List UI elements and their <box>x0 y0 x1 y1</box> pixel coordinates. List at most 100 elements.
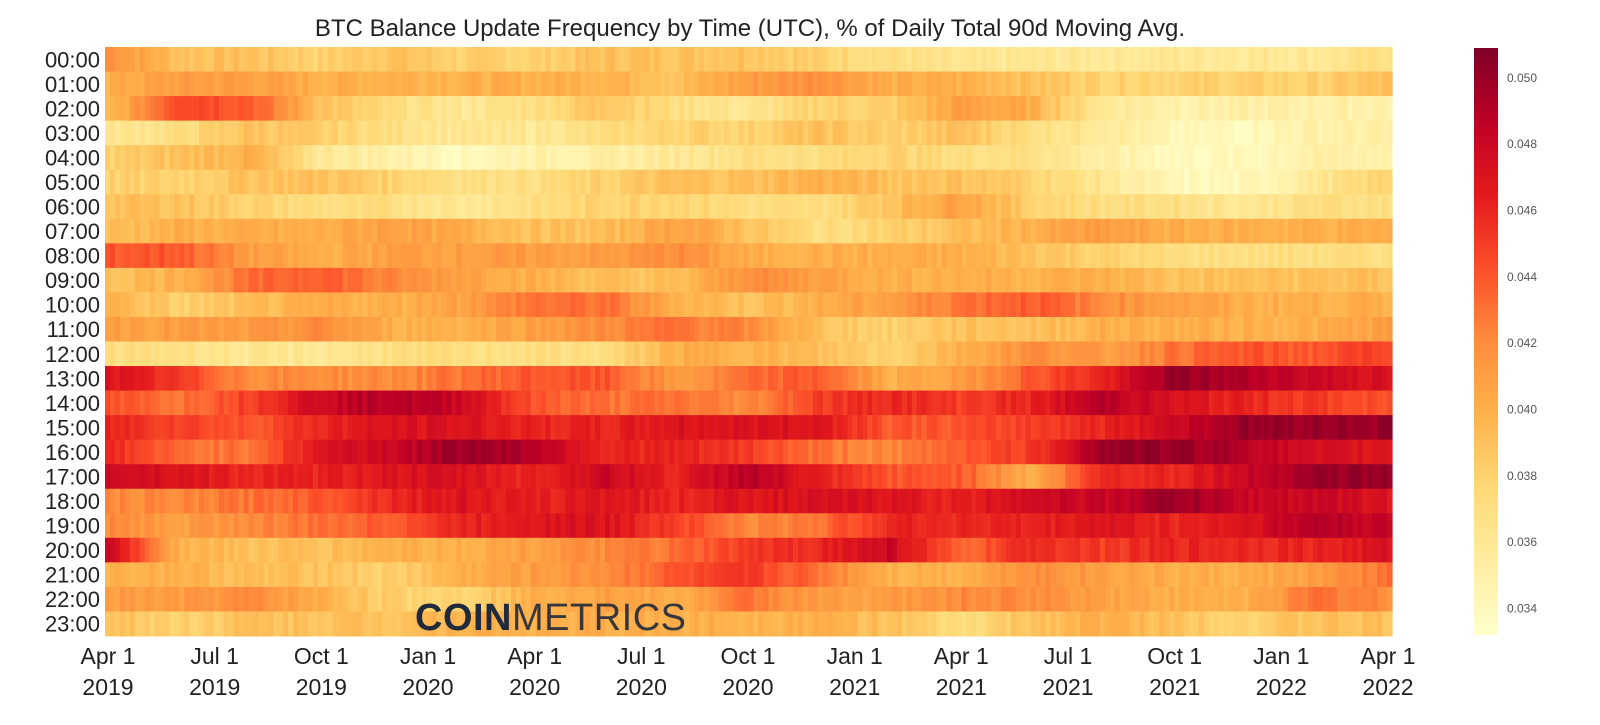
heatmap-cell <box>758 169 764 195</box>
heatmap-cell <box>154 488 161 514</box>
heatmap-cell <box>278 316 284 342</box>
heatmap-cell <box>1099 341 1106 367</box>
heatmap-cell <box>337 415 344 441</box>
heatmap-cell <box>218 316 225 342</box>
heatmap-cell <box>684 120 690 146</box>
heatmap-cell <box>773 316 779 342</box>
heatmap-cell <box>382 96 388 122</box>
heatmap-cell <box>134 267 141 293</box>
heatmap-cell <box>916 415 923 441</box>
heatmap-cell <box>555 145 561 171</box>
heatmap-cell <box>149 415 156 441</box>
heatmap-cell <box>387 341 393 367</box>
heatmap-cell <box>941 169 948 195</box>
heatmap-cell <box>1050 488 1056 514</box>
heatmap-cell <box>788 120 794 146</box>
heatmap-cell <box>134 145 141 171</box>
heatmap-cell <box>877 218 883 244</box>
heatmap-cell <box>332 243 339 269</box>
heatmap-cell <box>1382 366 1388 392</box>
heatmap-cell <box>446 439 453 465</box>
heatmap-cell <box>1179 194 1185 220</box>
heatmap-cell <box>931 439 938 465</box>
heatmap-cell <box>1144 415 1151 441</box>
heatmap-cell <box>1015 488 1022 514</box>
heatmap-cell <box>842 145 849 171</box>
heatmap-cell <box>1194 218 1200 244</box>
heatmap-cell <box>1382 488 1388 514</box>
heatmap-cell <box>560 267 566 293</box>
heatmap-cell <box>966 366 972 392</box>
heatmap-cell <box>213 145 220 171</box>
heatmap-cell <box>713 292 720 318</box>
heatmap-cell <box>1134 488 1141 514</box>
heatmap-cell <box>496 96 502 122</box>
heatmap-cell <box>1307 292 1314 318</box>
heatmap-cell <box>342 145 349 171</box>
heatmap-cell <box>446 96 453 122</box>
heatmap-cell <box>243 96 250 122</box>
heatmap-cell <box>377 96 383 122</box>
heatmap-cell <box>545 341 552 367</box>
heatmap-cell <box>788 243 794 269</box>
heatmap-cell <box>1312 464 1319 490</box>
heatmap-cell <box>604 71 611 97</box>
heatmap-cell <box>1307 218 1314 244</box>
heatmap-cell <box>788 194 794 220</box>
heatmap-cell <box>1149 96 1155 122</box>
heatmap-cell <box>723 464 730 490</box>
heatmap-cell <box>555 71 561 97</box>
heatmap-cell <box>357 194 363 220</box>
heatmap-cell <box>1184 341 1190 367</box>
heatmap-cell <box>986 439 992 465</box>
heatmap-cell <box>951 464 957 490</box>
heatmap-cell <box>1179 366 1185 392</box>
heatmap-cell <box>1387 194 1393 220</box>
heatmap-cell <box>436 415 443 441</box>
heatmap-cell <box>743 316 750 342</box>
heatmap-cell <box>758 267 764 293</box>
heatmap-cell <box>565 292 571 318</box>
heatmap-cell <box>293 120 299 146</box>
heatmap-cell <box>456 218 462 244</box>
heatmap-cell <box>372 243 378 269</box>
heatmap-cell <box>530 96 537 122</box>
heatmap-cell <box>114 439 121 465</box>
heatmap-cell <box>510 267 517 293</box>
heatmap-cell <box>456 415 462 441</box>
heatmap-cell <box>1149 267 1155 293</box>
heatmap-cell <box>916 120 923 146</box>
heatmap-cell <box>154 267 161 293</box>
heatmap-cell <box>124 218 131 244</box>
heatmap-cell <box>253 194 260 220</box>
heatmap-cell <box>639 341 646 367</box>
heatmap-cell <box>1109 464 1116 490</box>
heatmap-cell <box>1342 218 1349 244</box>
heatmap-cell <box>392 341 398 367</box>
heatmap-cell <box>842 71 849 97</box>
heatmap-cell <box>788 292 794 318</box>
heatmap-cell <box>307 96 314 122</box>
heatmap-cell <box>129 218 136 244</box>
heatmap-cell <box>1159 341 1165 367</box>
heatmap-cell <box>1213 218 1220 244</box>
heatmap-cell <box>659 71 665 97</box>
heatmap-cell <box>1228 169 1235 195</box>
heatmap-cell <box>857 464 863 490</box>
heatmap-cell <box>595 267 601 293</box>
heatmap-cell <box>317 341 324 367</box>
heatmap-cell <box>1238 145 1245 171</box>
heatmap-cell <box>332 218 339 244</box>
heatmap-cell <box>862 71 868 97</box>
heatmap-cell <box>590 71 596 97</box>
heatmap-cell <box>713 71 720 97</box>
heatmap-cell <box>1278 292 1284 318</box>
heatmap-cell <box>580 366 586 392</box>
heatmap-cell <box>1293 243 1299 269</box>
heatmap-cell <box>560 145 566 171</box>
heatmap-cell <box>624 47 631 73</box>
heatmap-cell <box>1357 366 1363 392</box>
heatmap-cell <box>1263 218 1269 244</box>
heatmap-cell <box>580 415 586 441</box>
heatmap-cell <box>1070 218 1076 244</box>
